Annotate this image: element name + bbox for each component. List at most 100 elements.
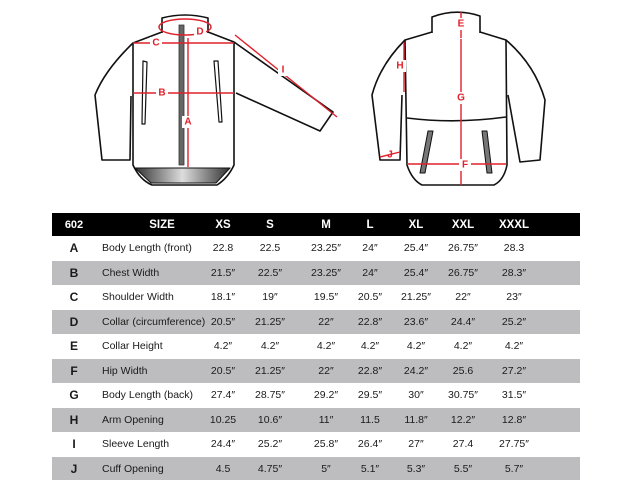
measure-value: 19″: [262, 291, 278, 304]
measure-value: 22.8: [212, 242, 234, 255]
measure-value: 22″: [318, 315, 334, 328]
measure-value: 24.4″: [210, 438, 236, 451]
measure-value: 25.8″: [313, 438, 339, 451]
measure-name: Collar (circumference): [102, 315, 206, 328]
size-column-header: XL: [408, 218, 424, 231]
measure-name: Arm Opening: [102, 413, 164, 426]
measure-value: 22.5″: [257, 266, 283, 279]
measure-value: 26.4″: [357, 438, 383, 451]
measure-code: C: [69, 290, 79, 305]
measure-label-i: I: [282, 65, 285, 76]
measure-name: Body Length (front): [102, 242, 192, 255]
measure-value: 20.5″: [210, 364, 236, 377]
measure-value: 22″: [318, 364, 334, 377]
measure-code: D: [69, 314, 79, 329]
measure-value: 23.25″: [311, 266, 341, 279]
measure-value: 27″: [408, 438, 424, 451]
measure-name: Shoulder Width: [102, 291, 174, 304]
measure-value: 5.5″: [453, 462, 473, 475]
measure-value: 26.75″: [448, 266, 478, 279]
measure-code: I: [72, 437, 76, 452]
measure-value: 4.2″: [360, 340, 380, 353]
table-row: B Chest Width 21.5″ 22.5″ 23.25″ 24″ 25.4″ 26.7…: [52, 260, 580, 285]
size-column-header: XXL: [451, 218, 475, 231]
measure-name: Hip Width: [102, 364, 148, 377]
measure-value: 25.2″: [501, 315, 527, 328]
measure-value: 5.1″: [360, 462, 380, 475]
table-row: E Collar Height 4.2″ 4.2″ 4.2″ 4.2″ 4.2″ 4.2″ 4.…: [52, 334, 580, 359]
measure-value: 27.4: [452, 438, 474, 451]
measure-value: 5.3″: [406, 462, 426, 475]
measure-code: E: [69, 339, 78, 354]
measure-code: B: [69, 265, 79, 280]
measure-value: 4.5: [215, 462, 231, 475]
measure-value: 27.4″: [210, 389, 236, 402]
measure-name: Sleeve Length: [102, 438, 170, 451]
measure-value: 25.6: [452, 364, 474, 377]
measure-value: 26.75″: [448, 242, 478, 255]
measure-value: 4.2″: [260, 340, 280, 353]
measure-code: A: [69, 241, 79, 256]
measure-value: 4.2″: [316, 340, 336, 353]
table-row: A Body Length (front) 22.8 22.5 23.25″ 24″ 25.…: [52, 236, 580, 261]
size-column-header: XXXL: [498, 218, 530, 231]
size-column-header: S: [266, 218, 274, 231]
measure-value: 27.75″: [499, 438, 529, 451]
table-row: G Body Length (back) 27.4″ 28.75″ 29.2″ 29.5″…: [52, 383, 580, 408]
measure-value: 18.1″: [210, 291, 236, 304]
measure-value: 11.5: [360, 413, 380, 426]
measure-code: G: [69, 388, 79, 403]
measure-value: 10.25: [209, 413, 237, 426]
measure-value: 28.75″: [255, 389, 285, 402]
measure-label-f: F: [462, 160, 468, 171]
measure-value: 24″: [362, 266, 378, 279]
measure-value: 11.8″: [404, 413, 428, 426]
size-column-header: XS: [215, 218, 231, 231]
measure-value: 22.8″: [357, 364, 383, 377]
measure-value: 24″: [362, 242, 378, 255]
measure-value: 27.2″: [501, 364, 527, 377]
measure-value: 5″: [321, 462, 331, 475]
size-column-header: L: [366, 218, 374, 231]
measure-value: 21.25″: [401, 291, 431, 304]
measure-value: 24.4″: [450, 315, 476, 328]
measure-value: 30″: [408, 389, 424, 402]
measure-label-a: A: [184, 117, 191, 128]
measure-label-h: H: [396, 61, 403, 72]
measure-value: 4.75″: [257, 462, 283, 475]
measure-value: 23.25″: [311, 242, 341, 255]
measure-value: 21.5″: [210, 266, 236, 279]
measure-code: J: [70, 461, 78, 476]
measure-label-g: G: [457, 93, 465, 104]
measure-value: 24.2″: [403, 364, 429, 377]
measure-value: 25.2″: [257, 438, 283, 451]
measure-code: H: [69, 412, 79, 427]
measure-value: 20.5″: [357, 291, 383, 304]
measure-value: 28.3: [503, 242, 525, 255]
table-row: C Shoulder Width 18.1″ 19″ 19.5″ 20.5″ 21.25″ 2…: [52, 285, 580, 310]
measure-value: 11″: [318, 413, 334, 426]
measure-value: 29.5″: [357, 389, 383, 402]
table-row: H Arm Opening 10.25 10.6″ 11″ 11.5 11.8″ 12.2″ 1…: [52, 407, 580, 432]
measure-value: 4.2″: [406, 340, 426, 353]
measure-name: Body Length (back): [102, 389, 194, 402]
measure-value: 23.6″: [403, 315, 429, 328]
table-row: D Collar (circumference) 20.5″ 21.25″ 22″ 22.…: [52, 309, 580, 334]
measure-value: 22″: [455, 291, 471, 304]
size-column-header: M: [321, 218, 331, 231]
measure-value: 22.5: [259, 242, 281, 255]
measure-label-e: E: [458, 19, 465, 30]
measure-label-c: C: [152, 38, 159, 49]
measure-value: 23″: [506, 291, 522, 304]
measure-label-b: B: [158, 88, 165, 99]
measure-label-d: D: [196, 27, 203, 38]
jacket-diagram: A B C D I E F G H J: [94, 11, 546, 186]
measure-value: 30.75″: [448, 389, 478, 402]
measure-value: 5.7″: [504, 462, 524, 475]
measure-name: Chest Width: [102, 266, 160, 279]
measure-name: Cuff Opening: [102, 462, 164, 475]
measure-name: Collar Height: [102, 340, 163, 353]
measure-value: 12.8″: [501, 413, 527, 426]
measure-value: 19.5″: [313, 291, 339, 304]
